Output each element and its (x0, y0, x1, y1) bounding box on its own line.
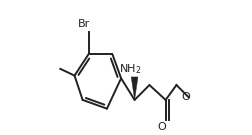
Polygon shape (131, 77, 137, 100)
Text: NH$_2$: NH$_2$ (118, 62, 141, 76)
Text: Br: Br (78, 19, 90, 29)
Text: O: O (181, 92, 190, 102)
Text: O: O (157, 122, 166, 132)
